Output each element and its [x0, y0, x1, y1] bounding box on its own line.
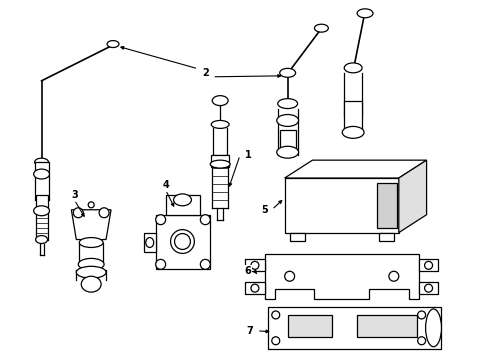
- Ellipse shape: [78, 258, 104, 270]
- Text: 7: 7: [246, 326, 253, 336]
- Bar: [279, 130, 295, 150]
- Ellipse shape: [279, 68, 295, 77]
- Circle shape: [388, 271, 398, 281]
- Ellipse shape: [344, 63, 361, 73]
- Ellipse shape: [35, 158, 48, 166]
- Circle shape: [424, 284, 432, 292]
- Bar: [267, 307, 441, 349]
- Bar: [143, 233, 155, 252]
- Circle shape: [155, 215, 165, 225]
- Ellipse shape: [145, 238, 153, 247]
- Polygon shape: [284, 160, 426, 178]
- Text: 3: 3: [71, 190, 78, 200]
- Bar: [418, 260, 438, 271]
- Bar: [155, 215, 210, 269]
- Polygon shape: [71, 210, 111, 239]
- Bar: [378, 233, 393, 240]
- Text: 6: 6: [244, 266, 251, 276]
- Circle shape: [250, 284, 258, 292]
- Ellipse shape: [34, 206, 49, 216]
- Ellipse shape: [425, 309, 441, 347]
- Text: 5: 5: [261, 205, 268, 215]
- Circle shape: [424, 261, 432, 269]
- Bar: [376, 183, 396, 228]
- Ellipse shape: [356, 9, 372, 18]
- Ellipse shape: [99, 208, 109, 218]
- Ellipse shape: [276, 114, 298, 126]
- Circle shape: [271, 337, 279, 345]
- Ellipse shape: [277, 99, 297, 109]
- Ellipse shape: [79, 238, 103, 247]
- Bar: [165, 195, 200, 215]
- Ellipse shape: [210, 160, 230, 168]
- Bar: [356, 315, 416, 337]
- Ellipse shape: [170, 230, 194, 253]
- Polygon shape: [398, 160, 426, 233]
- Bar: [287, 315, 332, 337]
- Ellipse shape: [76, 266, 106, 278]
- Bar: [244, 282, 264, 294]
- Ellipse shape: [88, 202, 94, 208]
- Bar: [35, 162, 48, 172]
- Circle shape: [284, 271, 294, 281]
- Circle shape: [174, 234, 190, 249]
- Bar: [344, 100, 361, 130]
- Bar: [289, 233, 304, 240]
- Circle shape: [417, 311, 425, 319]
- Ellipse shape: [342, 126, 364, 138]
- Text: 1: 1: [244, 150, 251, 160]
- Ellipse shape: [107, 41, 119, 48]
- Bar: [284, 178, 398, 233]
- Ellipse shape: [212, 96, 228, 105]
- Polygon shape: [264, 255, 418, 299]
- Bar: [244, 260, 264, 271]
- Circle shape: [271, 311, 279, 319]
- Circle shape: [200, 260, 210, 269]
- Ellipse shape: [36, 235, 47, 243]
- Circle shape: [250, 261, 258, 269]
- Ellipse shape: [314, 24, 327, 32]
- Ellipse shape: [173, 194, 191, 206]
- Bar: [211, 155, 229, 167]
- Circle shape: [200, 215, 210, 225]
- Ellipse shape: [73, 208, 83, 218]
- Ellipse shape: [211, 121, 229, 129]
- Text: 4: 4: [162, 180, 169, 190]
- Ellipse shape: [276, 146, 298, 158]
- Circle shape: [417, 337, 425, 345]
- Circle shape: [155, 260, 165, 269]
- Ellipse shape: [81, 276, 101, 292]
- Bar: [36, 195, 47, 209]
- Ellipse shape: [34, 169, 49, 179]
- Text: 2: 2: [202, 68, 208, 78]
- Bar: [418, 282, 438, 294]
